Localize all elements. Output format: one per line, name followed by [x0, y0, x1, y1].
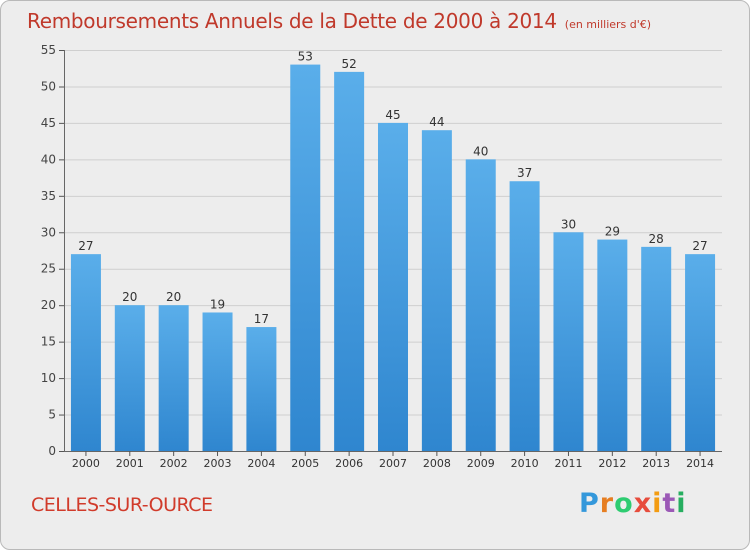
- bar-value-label: 27: [78, 239, 93, 253]
- bar-value-label: 37: [517, 166, 532, 180]
- logo-letter-i2: i: [676, 488, 687, 519]
- bar: [334, 71, 365, 451]
- y-tick-label: 20: [41, 298, 56, 312]
- x-tick-label: 2005: [291, 457, 319, 470]
- bar-value-label: 20: [122, 290, 137, 304]
- x-tick-label: 2001: [116, 457, 144, 470]
- x-tick-label: 2002: [160, 457, 188, 470]
- logo-letter-t: t: [662, 488, 677, 519]
- bar: [70, 254, 101, 451]
- bar: [158, 305, 189, 451]
- bar: [202, 312, 233, 451]
- logo-letter-r: r: [599, 488, 615, 519]
- y-tick-label: 50: [41, 79, 56, 93]
- chart-title: Remboursements Annuels de la Dette de 20…: [27, 9, 651, 33]
- bar: [553, 232, 584, 451]
- bar: [641, 246, 672, 451]
- axis-layer: 0 5 10 15 20 25 30 35 40 45 50 55: [41, 43, 722, 458]
- logo-letter-o: o: [614, 488, 634, 519]
- bar-value-label: 29: [605, 225, 620, 239]
- bar-value-label: 28: [649, 232, 664, 246]
- x-tick-label: 2000: [72, 457, 100, 470]
- x-tick-label: 2004: [247, 457, 275, 470]
- x-tick-label: 2014: [686, 457, 714, 470]
- x-tick-label: 2013: [642, 457, 670, 470]
- x-tick-label: 2003: [204, 457, 232, 470]
- proxiti-logo[interactable]: Proxiti: [579, 488, 687, 519]
- y-tick-label: 45: [41, 116, 56, 130]
- y-tick-label: 10: [41, 371, 56, 385]
- chart-unit-note: (en milliers d'€): [564, 18, 652, 31]
- bar-value-label: 19: [210, 297, 225, 311]
- bar: [421, 130, 452, 451]
- y-tick-label: 15: [41, 335, 56, 349]
- x-tick-label: 2006: [335, 457, 363, 470]
- y-tick-label: 30: [41, 225, 56, 239]
- bar-value-label: 44: [429, 115, 444, 129]
- y-tick-label: 55: [41, 43, 56, 57]
- x-tick-label: 2007: [379, 457, 407, 470]
- x-tick-label: 2011: [554, 457, 582, 470]
- bar-value-label: 45: [385, 108, 400, 122]
- bar-value-label: 40: [473, 144, 488, 158]
- y-tick-label: 0: [48, 444, 56, 458]
- y-tick-label: 5: [48, 408, 56, 422]
- x-tick-label: 2012: [598, 457, 626, 470]
- y-tick-label: 40: [41, 152, 56, 166]
- bar-value-label: 53: [298, 50, 313, 64]
- bar-value-label: 17: [254, 312, 269, 326]
- bar-value-label: 20: [166, 290, 181, 304]
- bar-layer: [70, 64, 716, 451]
- logo-letter-i: i: [652, 488, 663, 519]
- bar: [509, 181, 540, 451]
- x-tick-label: 2009: [467, 457, 495, 470]
- bar-value-label: 52: [341, 57, 356, 71]
- chart-title-text: Remboursements Annuels de la Dette de 20…: [27, 9, 557, 33]
- logo-letter-p: P: [579, 488, 600, 519]
- bar: [290, 64, 321, 451]
- label-layer: 27 2000 20 2001 20 2002 19 2003 17 2004 53 2005 52 20…: [72, 50, 714, 470]
- commune-name: CELLES-SUR-OURCE: [31, 494, 213, 516]
- bar-value-label: 27: [692, 239, 707, 253]
- y-tick-label: 35: [41, 189, 56, 203]
- bar: [685, 254, 716, 451]
- bar: [465, 159, 496, 451]
- y-tick-label: 25: [41, 262, 56, 276]
- x-tick-label: 2008: [423, 457, 451, 470]
- x-tick-label: 2010: [511, 457, 539, 470]
- logo-letter-x: x: [633, 488, 653, 519]
- bar-value-label: 30: [561, 217, 576, 231]
- bar: [246, 327, 277, 451]
- bar: [378, 122, 408, 451]
- bar: [597, 239, 628, 451]
- bar: [114, 305, 145, 451]
